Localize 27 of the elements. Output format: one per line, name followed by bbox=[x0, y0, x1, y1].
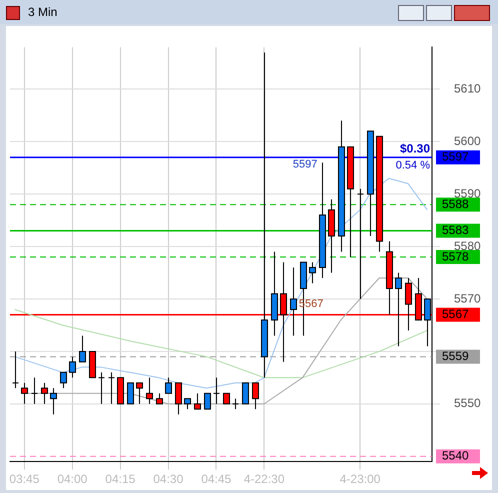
ref-line-label: 5540 bbox=[442, 448, 470, 463]
y-tick-label: 5550 bbox=[454, 396, 482, 410]
x-tick-label: 4-23:00 bbox=[340, 472, 381, 486]
ref-line-label: 5583 bbox=[442, 223, 470, 238]
candlestick bbox=[232, 398, 239, 410]
x-tick-label: 04:45 bbox=[201, 472, 232, 486]
candlestick bbox=[98, 372, 105, 404]
ref-line-label: 5597 bbox=[442, 150, 470, 164]
chart-title: 3 Min bbox=[28, 5, 58, 19]
x-tick-label: 04:30 bbox=[153, 472, 184, 486]
candlestick bbox=[31, 377, 38, 404]
y-tick-label: 5610 bbox=[454, 81, 482, 96]
y-tick-label: 5600 bbox=[454, 134, 482, 148]
x-tick-label: 4-22:30 bbox=[244, 472, 285, 486]
candlestick bbox=[108, 372, 115, 404]
x-tick-label: 04:15 bbox=[105, 472, 136, 486]
x-tick-label: 03:45 bbox=[9, 472, 40, 486]
x-tick-label: 04:00 bbox=[57, 472, 88, 486]
annotation: 5597 bbox=[292, 158, 318, 170]
annotation: $0.30 bbox=[400, 142, 430, 156]
ref-line-label: 5567 bbox=[442, 307, 470, 322]
candlestick bbox=[213, 377, 220, 404]
candlestick bbox=[12, 350, 19, 389]
candlestick bbox=[357, 188, 364, 300]
ref-line-label: 5559 bbox=[442, 349, 470, 363]
y-tick-label: 5570 bbox=[454, 291, 482, 306]
annotation: 0.54 % bbox=[396, 159, 430, 172]
